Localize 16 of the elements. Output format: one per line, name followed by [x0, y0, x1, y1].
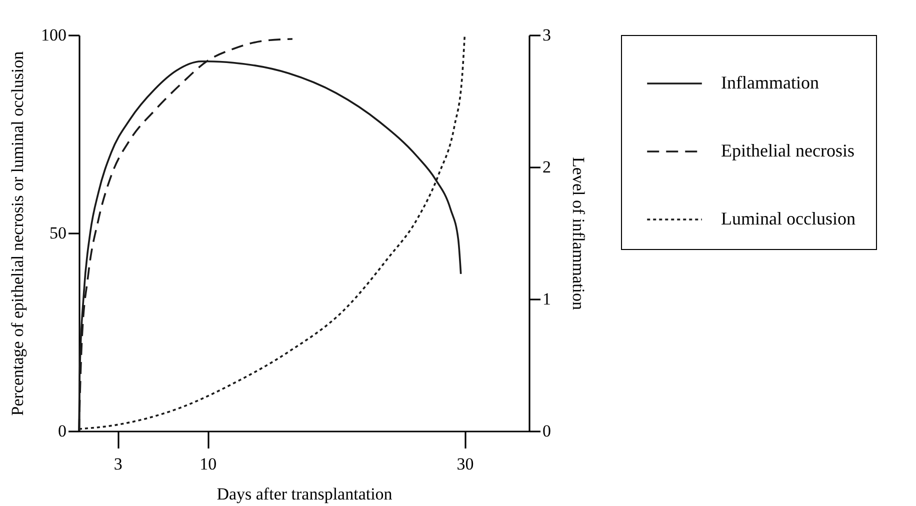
x-tick-label: 30 — [456, 454, 474, 474]
y2-tick-label: 3 — [542, 26, 551, 44]
legend-label: Luminal occlusion — [721, 208, 856, 228]
y-axis-title: Percentage of epithelial necrosis or luminal occlusion — [8, 50, 27, 416]
legend-label: Inflammation — [721, 72, 819, 92]
y2-tick-label: 2 — [542, 158, 551, 176]
y-tick-label: 50 — [50, 224, 66, 242]
legend-label: Epithelial necrosis — [721, 140, 854, 160]
y2-axis-title: Level of inflammation — [569, 157, 588, 310]
x-axis-title: Days after transplantation — [216, 484, 393, 504]
y-tick-label: 0 — [58, 422, 66, 440]
x-tick-label: 10 — [200, 454, 217, 474]
y2-tick-label: 0 — [542, 422, 551, 440]
y-tick-label: 100 — [41, 26, 66, 44]
x-tick-label: 3 — [114, 454, 122, 474]
y2-tick-label: 1 — [542, 290, 551, 308]
